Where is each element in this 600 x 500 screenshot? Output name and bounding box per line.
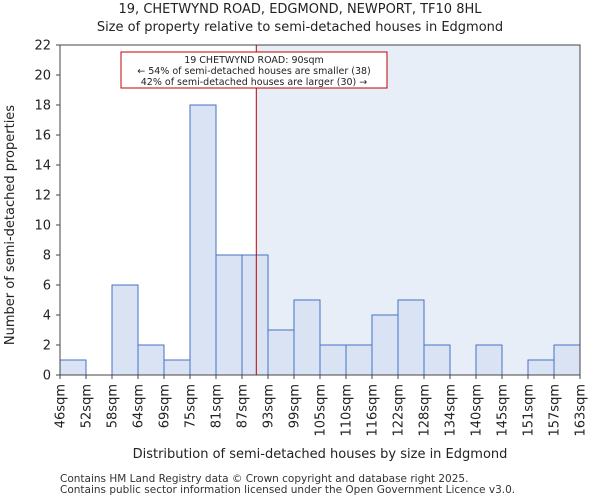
histogram-bar [345,344,373,376]
histogram-bar [111,284,139,376]
x-tick-label: 140sqm [470,384,485,437]
footer-copyright: Contains HM Land Registry data © Crown c… [60,473,469,485]
histogram-bar [59,359,87,376]
footer-licence: Contains public sector information licen… [60,484,516,496]
annotation-line-3: 42% of semi-detached houses are larger (… [141,77,368,88]
y-axis-title: Number of semi-detached properties [3,105,18,345]
histogram-bar [553,344,581,376]
y-tick-label: 6 [43,279,51,294]
y-tick-label: 18 [34,99,51,114]
x-tick-label: 157sqm [548,384,563,437]
x-tick-label: 110sqm [340,384,355,437]
histogram-bar [397,299,425,376]
x-tick-label: 93sqm [262,384,277,428]
x-axis-title: Distribution of semi-detached houses by … [133,447,508,462]
histogram-bar [241,254,269,376]
histogram-bar [267,329,295,376]
y-tick-label: 8 [43,249,51,264]
annotation-box [120,51,388,89]
x-tick-label: 87sqm [236,384,251,428]
x-tick-label: 105sqm [314,384,329,437]
x-tick-label: 75sqm [184,384,199,428]
histogram-bar [527,359,555,376]
x-tick-label: 52sqm [80,384,95,428]
chart-title: 19, CHETWYND ROAD, EDGMOND, NEWPORT, TF1… [118,2,482,17]
x-tick-label: 145sqm [496,384,511,437]
histogram-bar [423,344,451,376]
y-tick-label: 4 [43,309,51,324]
histogram-bar [293,299,321,376]
x-tick-label: 69sqm [158,384,173,428]
x-tick-label: 116sqm [366,384,381,437]
annotation-line-2: ← 54% of semi-detached houses are smalle… [137,66,371,77]
y-tick-label: 16 [34,129,51,144]
x-tick-label: 122sqm [392,384,407,437]
x-tick-label: 151sqm [522,384,537,437]
chart-subtitle: Size of property relative to semi-detach… [96,20,504,35]
annotation-line-1: 19 CHETWYND ROAD: 90sqm [184,55,324,66]
y-tick-label: 2 [43,339,51,354]
x-tick-label: 81sqm [210,384,225,428]
x-tick-label: 134sqm [444,384,459,437]
histogram-bar [475,344,503,376]
x-tick-label: 99sqm [288,384,303,428]
x-tick-label: 46sqm [54,384,69,428]
y-tick-label: 10 [34,219,51,234]
histogram-bar [319,344,347,376]
x-tick-label: 64sqm [132,384,147,428]
histogram-bar [215,254,243,376]
x-tick-label: 58sqm [106,384,121,428]
y-tick-label: 22 [34,39,51,54]
x-tick-label: 128sqm [418,384,433,437]
x-tick-label: 163sqm [574,384,589,437]
histogram-bar [137,344,165,376]
y-tick-label: 0 [43,369,51,384]
y-tick-label: 20 [34,69,51,84]
histogram-bar [163,359,191,376]
histogram-bar [189,104,217,376]
y-tick-label: 14 [34,159,51,174]
histogram-bar [371,314,399,376]
y-tick-label: 12 [34,189,51,204]
histogram-chart: 0 2 4 6 8 10 12 14 16 18 20 22 46sqm 52sqm 58sqm 64sqm 6… [3,39,589,463]
